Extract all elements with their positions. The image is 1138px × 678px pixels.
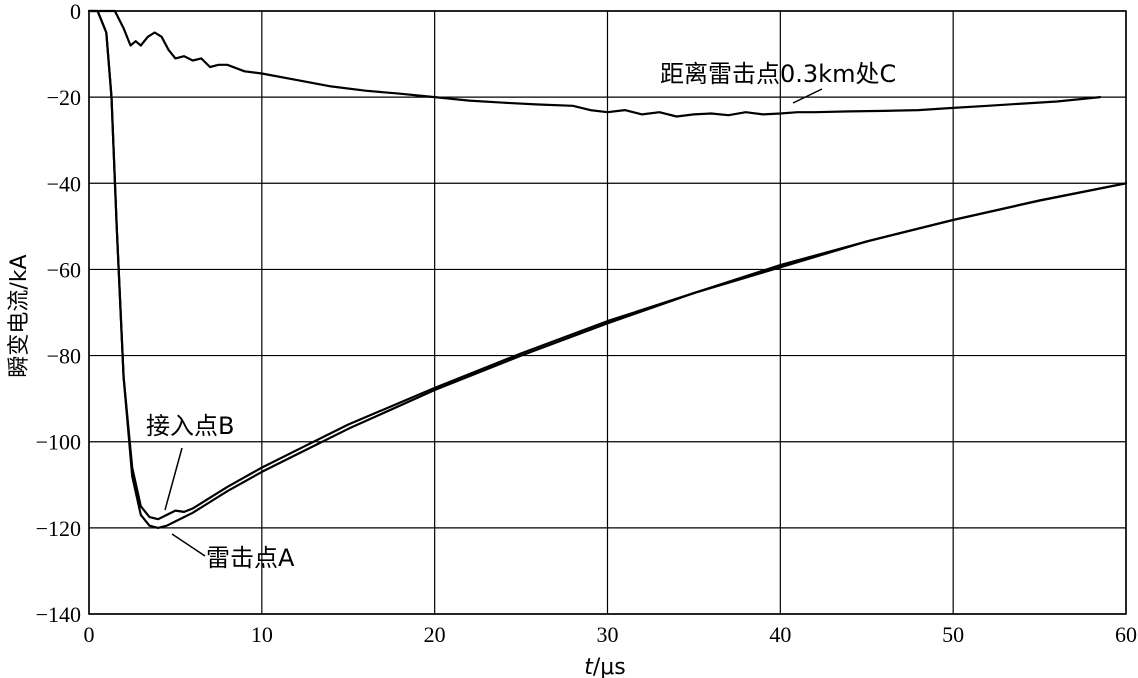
y-tick-label: −100 bbox=[36, 430, 81, 455]
x-tick-label: 0 bbox=[84, 622, 95, 647]
y-tick-label: 0 bbox=[70, 0, 81, 24]
y-tick-label: −20 bbox=[47, 85, 81, 110]
annotation-leader-a bbox=[171, 533, 206, 557]
y-tick-label: −40 bbox=[47, 171, 81, 196]
series-line-b bbox=[87, 9, 1128, 521]
y-tick-label: −120 bbox=[36, 516, 81, 541]
series-line-c bbox=[98, 9, 1102, 118]
x-tick-label: 30 bbox=[597, 622, 619, 647]
x-tick-label: 10 bbox=[251, 622, 273, 647]
annotation-leader-b bbox=[164, 447, 183, 511]
x-tick-label: 40 bbox=[769, 622, 791, 647]
y-tick-label: −80 bbox=[47, 344, 81, 369]
annotation-label-a: 雷击点A bbox=[206, 544, 295, 572]
annotations: 接入点B 雷击点A 距离雷击点0.3km处C bbox=[146, 60, 896, 572]
grid bbox=[88, 10, 1127, 615]
plot-frame bbox=[88, 10, 1127, 615]
y-tick-label: −140 bbox=[36, 602, 81, 627]
x-tick-label: 50 bbox=[942, 622, 964, 647]
x-tick-label: 20 bbox=[424, 622, 446, 647]
x-tick-label: 60 bbox=[1115, 622, 1137, 647]
series-lines bbox=[87, 9, 1128, 529]
y-axis-label: 瞬变电流/kA bbox=[7, 254, 32, 377]
annotation-leader-c bbox=[792, 88, 823, 104]
annotation-label-c: 距离雷击点0.3km处C bbox=[660, 60, 896, 88]
annotation-label-b: 接入点B bbox=[146, 412, 234, 440]
tick-labels: 0 10 20 30 40 50 60 0 −20 −40 −60 −80 −100 −120 −140 bbox=[36, 0, 1137, 647]
x-axis-label: t/μs bbox=[584, 655, 626, 678]
y-tick-label: −60 bbox=[47, 257, 81, 282]
